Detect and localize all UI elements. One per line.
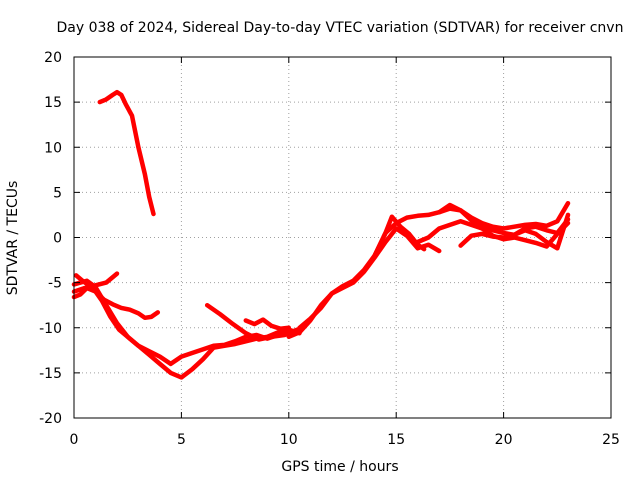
grid-lines: [74, 57, 611, 418]
series-arc-6: [204, 302, 300, 342]
y-tick-label: -15: [39, 366, 62, 382]
y-tick-label: 0: [53, 231, 62, 247]
x-tick-label: 25: [602, 432, 620, 448]
y-tick-label: 10: [44, 140, 62, 156]
data-marks: [71, 89, 571, 380]
x-axis-label: GPS time / hours: [281, 459, 398, 475]
chart-title: Day 038 of 2024, Sidereal Day-to-day VTE…: [57, 20, 624, 36]
y-tick-label: 15: [44, 95, 62, 111]
y-tick-label: -5: [48, 276, 62, 292]
x-tick-label: 20: [495, 432, 513, 448]
axis-ticks: 0 5 10 15 20 25 -20 -15 -10 -5 0 5 10 15 20: [39, 50, 620, 448]
series-arc-13: [458, 217, 571, 248]
series-arc-9: [297, 214, 427, 331]
y-tick-label: -10: [39, 321, 62, 337]
x-tick-label: 10: [280, 432, 298, 448]
x-tick-label: 5: [177, 432, 186, 448]
x-tick-label: 0: [70, 432, 79, 448]
y-axis-label: SDTVAR / TECUs: [5, 181, 21, 296]
series-arc-12: [436, 202, 571, 251]
series-arc-1: [97, 89, 156, 217]
y-tick-label: 5: [53, 185, 62, 201]
x-tick-label: 15: [387, 432, 405, 448]
series-arc-7: [243, 317, 292, 331]
y-tick-label: 20: [44, 50, 62, 66]
series-arc-5: [71, 271, 120, 294]
y-tick-label: -20: [39, 411, 62, 427]
